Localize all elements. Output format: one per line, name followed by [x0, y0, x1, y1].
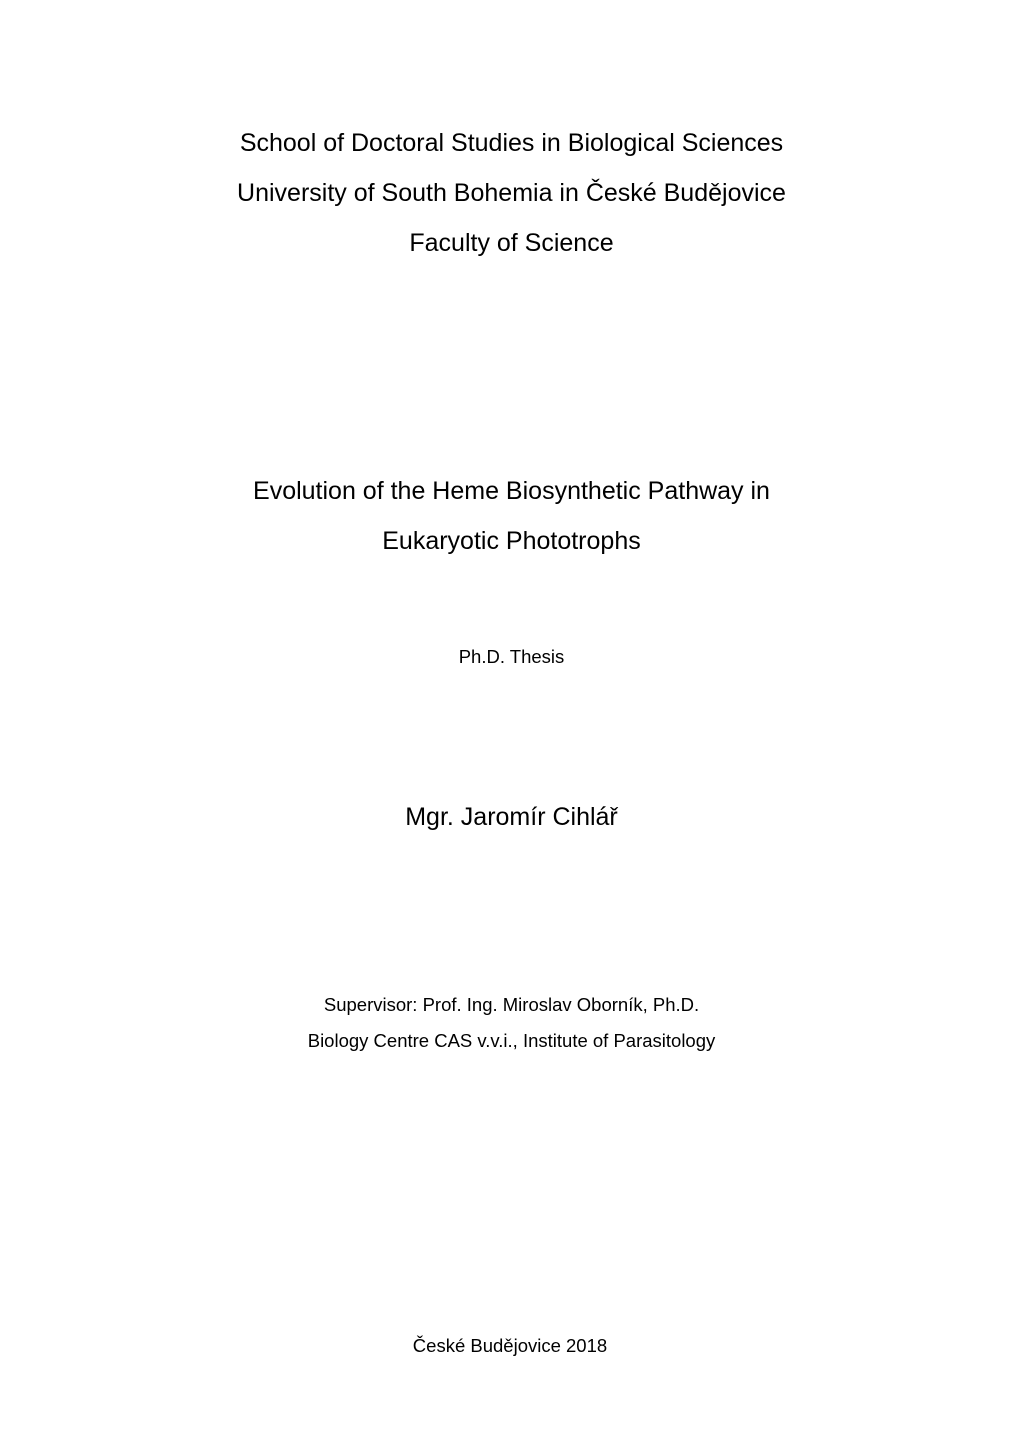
supervisor-block: Supervisor: Prof. Ing. Miroslav Oborník,…: [308, 987, 716, 1059]
supervisor-affiliation: Biology Centre CAS v.v.i., Institute of …: [308, 1023, 716, 1059]
institution-university: University of South Bohemia in České Bud…: [237, 168, 786, 218]
supervisor-name: Supervisor: Prof. Ing. Miroslav Oborník,…: [308, 987, 716, 1023]
author-name: Mgr. Jaromír Cihlář: [405, 803, 618, 832]
thesis-title: Evolution of the Heme Biosynthetic Pathw…: [253, 466, 770, 566]
institution-school: School of Doctoral Studies in Biological…: [237, 118, 786, 168]
title-page: School of Doctoral Studies in Biological…: [155, 118, 868, 1442]
document-type: Ph.D. Thesis: [459, 646, 565, 668]
thesis-title-line-2: Eukaryotic Phototrophs: [253, 516, 770, 566]
thesis-title-line-1: Evolution of the Heme Biosynthetic Pathw…: [253, 466, 770, 516]
institution-block: School of Doctoral Studies in Biological…: [237, 118, 786, 268]
footer-place-year: České Budějovice 2018: [0, 1335, 1020, 1357]
institution-faculty: Faculty of Science: [237, 218, 786, 268]
